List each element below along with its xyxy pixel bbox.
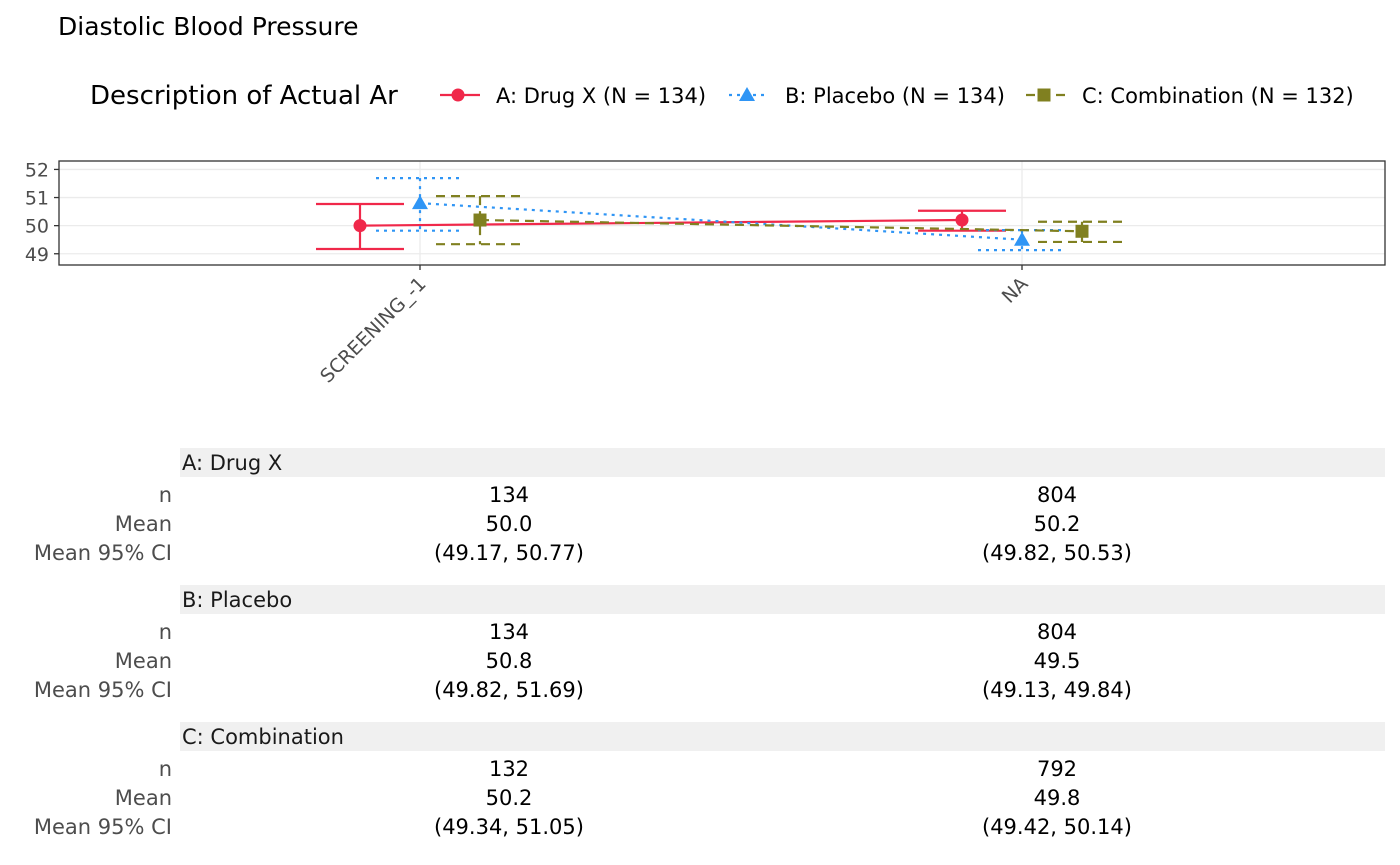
table-row: n 134 804 <box>159 620 1077 644</box>
table-row: n 134 804 <box>159 483 1077 507</box>
legend-title: Description of Actual Ar <box>90 81 398 111</box>
series-line <box>479 218 1083 233</box>
legend-key-marker <box>739 87 755 101</box>
table-row: Mean 50.2 49.8 <box>115 786 1081 810</box>
y-tick-label: 50 <box>25 216 49 238</box>
row-label: n <box>159 483 172 507</box>
table-cell: (49.13, 49.84) <box>982 678 1132 702</box>
table-cell: 49.5 <box>1034 649 1081 673</box>
x-tick-label: SCREENING_-1 <box>316 273 430 387</box>
row-label: Mean 95% CI <box>34 541 172 565</box>
plot-area: 49 50 51 52 SCREENING_-1 NA <box>25 159 1386 387</box>
table-row: Mean 95% CI (49.82, 51.69) (49.13, 49.84) <box>34 678 1132 702</box>
data-point <box>473 213 487 227</box>
data-point <box>353 219 367 233</box>
legend-item-2: B: Placebo (N = 134) <box>729 84 1005 108</box>
table-cell: 49.8 <box>1034 786 1081 810</box>
table-group-2: B: Placebo n 134 804 Mean 50.8 49.5 Mean 95% CI… <box>34 585 1385 702</box>
table-row: Mean 50.8 49.5 <box>115 649 1081 673</box>
group-label: C: Combination <box>182 725 344 749</box>
y-tick-label: 52 <box>25 159 49 181</box>
row-label: Mean <box>115 786 172 810</box>
table-cell: (49.82, 51.69) <box>434 678 584 702</box>
legend-label: B: Placebo (N = 134) <box>785 84 1005 108</box>
table-cell: 50.2 <box>1034 512 1081 536</box>
x-tick-label: NA <box>998 273 1033 308</box>
plot-border <box>58 160 1386 266</box>
legend-label: A: Drug X (N = 134) <box>496 84 706 108</box>
group-header-strip <box>180 448 1385 477</box>
table-cell: 134 <box>489 483 529 507</box>
y-tick-label: 49 <box>25 244 49 266</box>
data-point <box>1075 224 1089 238</box>
legend: Description of Actual Ar A: Drug X (N = … <box>90 81 1354 111</box>
table-cell: (49.82, 50.53) <box>982 541 1132 565</box>
table-cell: 792 <box>1037 757 1077 781</box>
legend-key-marker <box>451 88 465 102</box>
group-label: A: Drug X <box>182 451 282 475</box>
table-cell: 50.2 <box>486 786 533 810</box>
series-3 <box>436 195 1126 246</box>
table-cell: (49.17, 50.77) <box>434 541 584 565</box>
summary-table: A: Drug X n 134 804 Mean 50.0 50.2 Mean 95% CI (… <box>34 448 1385 839</box>
chart-title: Diastolic Blood Pressure <box>58 12 358 41</box>
data-point <box>412 195 428 210</box>
table-cell: 132 <box>489 757 529 781</box>
y-tick-label: 51 <box>25 188 49 210</box>
table-row: Mean 50.0 50.2 <box>115 512 1081 536</box>
group-header-strip <box>180 585 1385 614</box>
row-label: Mean 95% CI <box>34 678 172 702</box>
table-row: Mean 95% CI (49.34, 51.05) (49.42, 50.14) <box>34 815 1132 839</box>
table-cell: 804 <box>1037 483 1077 507</box>
table-cell: 804 <box>1037 620 1077 644</box>
row-label: n <box>159 620 172 644</box>
plot-background <box>59 161 1385 265</box>
table-cell: 134 <box>489 620 529 644</box>
table-cell: (49.34, 51.05) <box>434 815 584 839</box>
table-row: Mean 95% CI (49.17, 50.77) (49.82, 50.53) <box>34 541 1132 565</box>
row-label: Mean <box>115 512 172 536</box>
data-point <box>955 213 969 227</box>
row-label: Mean 95% CI <box>34 815 172 839</box>
table-cell: 50.0 <box>486 512 533 536</box>
table-cell: (49.42, 50.14) <box>982 815 1132 839</box>
group-header-strip <box>180 722 1385 751</box>
legend-key-marker <box>1037 88 1051 102</box>
row-label: n <box>159 757 172 781</box>
legend-item-1: A: Drug X (N = 134) <box>440 84 706 108</box>
table-row: n 132 792 <box>159 757 1077 781</box>
table-group-3: C: Combination n 132 792 Mean 50.2 49.8 Mean 95… <box>34 722 1385 839</box>
data-point <box>1014 231 1030 246</box>
table-group-1: A: Drug X n 134 804 Mean 50.0 50.2 Mean 95% CI (… <box>34 448 1385 565</box>
table-cell: 50.8 <box>486 649 533 673</box>
row-label: Mean <box>115 649 172 673</box>
legend-item-3: C: Combination (N = 132) <box>1026 84 1354 108</box>
legend-label: C: Combination (N = 132) <box>1082 84 1354 108</box>
group-label: B: Placebo <box>182 588 292 612</box>
